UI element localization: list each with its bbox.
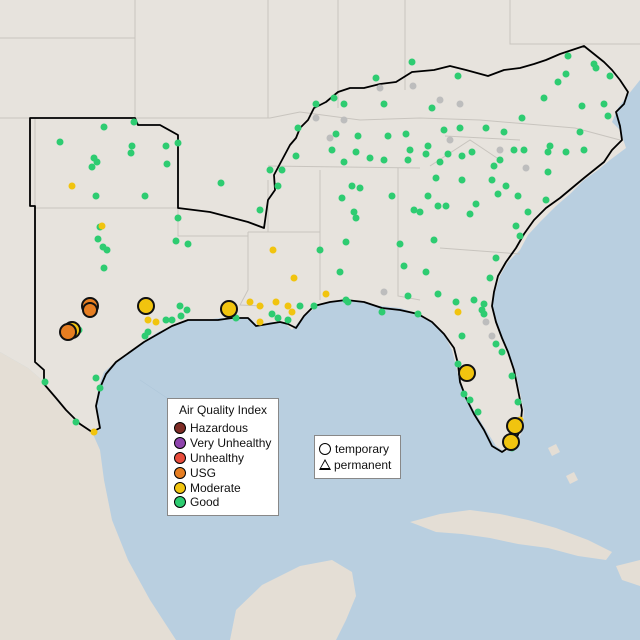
legend-item-very-unhealthy: Very Unhealthy: [174, 436, 271, 450]
legend-item-good: Good: [174, 495, 219, 509]
bahamas-landmass: [548, 444, 578, 484]
usg-temporary-sites[interactable]: [59, 297, 99, 341]
legend-item-label: Moderate: [190, 481, 241, 495]
aqi-legend: Air Quality Index Hazardous Very Unhealt…: [167, 398, 279, 516]
legend-item-label: Hazardous: [190, 421, 249, 435]
no-data-sites: [312, 82, 530, 340]
legend-item-moderate: Moderate: [174, 481, 241, 495]
triangle-icon: [319, 459, 331, 470]
hispaniola-landmass: [616, 560, 640, 586]
legend-item-permanent: permanent: [319, 457, 391, 473]
hazardous-swatch: [174, 422, 186, 434]
moderate-swatch: [174, 482, 186, 494]
legend-item-label: Unhealthy: [190, 451, 245, 465]
legend-item-usg: USG: [174, 466, 216, 480]
legend-item-unhealthy: Unhealthy: [174, 451, 244, 465]
aqi-legend-title: Air Quality Index: [178, 403, 268, 417]
region-outline: [29, 45, 629, 453]
legend-item-label: USG: [190, 466, 217, 480]
mexico-landmass: [0, 352, 176, 640]
legend-item-label: Good: [190, 495, 220, 509]
usg-swatch: [174, 467, 186, 479]
yucatan-landmass: [230, 560, 356, 640]
temporary-label: temporary: [335, 442, 390, 456]
good-sites[interactable]: [41, 52, 614, 452]
unhealthy-swatch: [174, 452, 186, 464]
circle-icon: [319, 443, 331, 455]
cuba-landmass: [410, 510, 612, 560]
legend-item-label: Very Unhealthy: [190, 436, 272, 450]
good-swatch: [174, 496, 186, 508]
legend-item-temporary: temporary: [319, 441, 389, 457]
legend-item-hazardous: Hazardous: [174, 421, 248, 435]
moderate-small-sites[interactable]: [68, 182, 524, 436]
monitor-type-legend: temporary permanent: [314, 435, 401, 479]
permanent-label: permanent: [334, 458, 392, 472]
very-unhealthy-swatch: [174, 437, 186, 449]
